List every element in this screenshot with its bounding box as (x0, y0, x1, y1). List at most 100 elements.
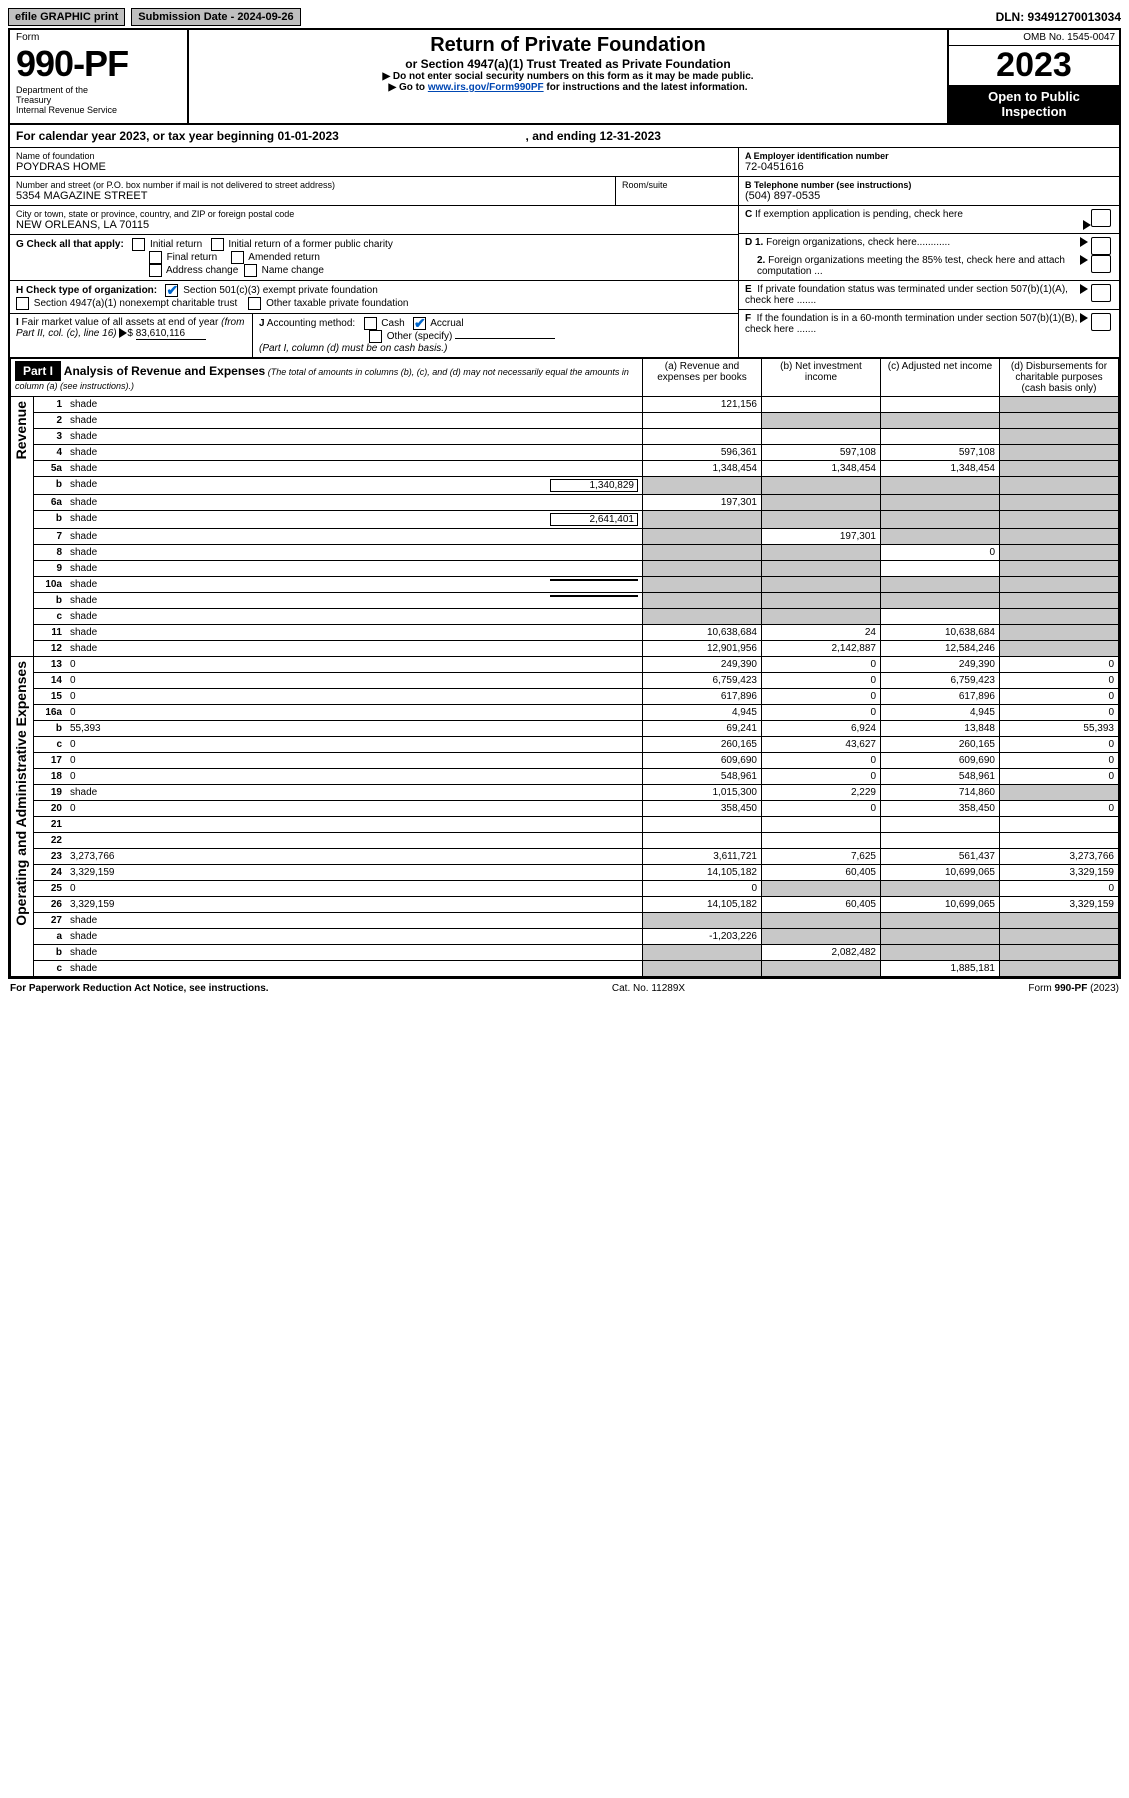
cell-a (643, 833, 762, 849)
cell-a (643, 477, 762, 495)
chk-final[interactable] (149, 251, 162, 264)
efile-button[interactable]: efile GRAPHIC print (8, 8, 125, 26)
cell-c: 12,584,246 (881, 641, 1000, 657)
part1-bar: Part I (15, 361, 61, 381)
name-cell: Name of foundation POYDRAS HOME (10, 148, 738, 177)
cell-a (643, 945, 762, 961)
chk-amended[interactable] (231, 251, 244, 264)
table-row: 243,329,15914,105,18260,40510,699,0653,3… (11, 865, 1119, 881)
col-d-header: (d) Disbursements for charitable purpose… (1000, 358, 1119, 397)
cell-d: 0 (1000, 673, 1119, 689)
chk-501c3[interactable] (165, 284, 178, 297)
line-desc: 3,329,159 (66, 865, 643, 881)
cell-d: 0 (1000, 801, 1119, 817)
cell-c: 1,348,454 (881, 461, 1000, 477)
chk-f[interactable] (1091, 313, 1111, 331)
cell-a (643, 961, 762, 977)
c-cell: C If exemption application is pending, c… (739, 206, 1119, 234)
cell-a (643, 593, 762, 609)
line-desc: shade (66, 641, 643, 657)
cell-a: 6,759,423 (643, 673, 762, 689)
header-left: Form 990-PF Department of theTreasuryInt… (10, 30, 189, 123)
line-number: 4 (34, 445, 67, 461)
cell-b (762, 511, 881, 529)
chk-cash[interactable] (364, 317, 377, 330)
chk-other-tax[interactable] (248, 297, 261, 310)
room-label: Room/suite (622, 180, 732, 190)
line-desc: shade (66, 529, 643, 545)
cell-d: 0 (1000, 769, 1119, 785)
line-desc: shade (66, 545, 643, 561)
chk-d2[interactable] (1091, 255, 1111, 273)
table-row: 180548,9610548,9610 (11, 769, 1119, 785)
chk-other-method[interactable] (369, 330, 382, 343)
table-row: bshade (11, 593, 1119, 609)
chk-accrual[interactable] (413, 317, 426, 330)
cell-d (1000, 577, 1119, 593)
chk-initial-former[interactable] (211, 238, 224, 251)
cell-b: 0 (762, 753, 881, 769)
line-desc: shade (66, 577, 643, 593)
cell-d (1000, 413, 1119, 429)
line-desc (66, 817, 643, 833)
line-number: 5a (34, 461, 67, 477)
chk-e[interactable] (1091, 284, 1111, 302)
cell-d: 0 (1000, 689, 1119, 705)
col-a-header: (a) Revenue and expenses per books (643, 358, 762, 397)
line-number: a (34, 929, 67, 945)
top-bar: efile GRAPHIC print Submission Date - 20… (8, 8, 1121, 26)
table-row: Revenue1shade121,156 (11, 397, 1119, 413)
cell-b: 24 (762, 625, 881, 641)
line-number: 19 (34, 785, 67, 801)
line-number: 21 (34, 817, 67, 833)
cell-c: 4,945 (881, 705, 1000, 721)
chk-c[interactable] (1091, 209, 1111, 227)
footer: For Paperwork Reduction Act Notice, see … (8, 979, 1121, 998)
line-number: c (34, 961, 67, 977)
cell-b (762, 929, 881, 945)
cell-a (643, 609, 762, 625)
cell-b: 197,301 (762, 529, 881, 545)
chk-4947[interactable] (16, 297, 29, 310)
cell-b: 2,082,482 (762, 945, 881, 961)
chk-initial[interactable] (132, 238, 145, 251)
d-cell: D 1. Foreign organizations, check here..… (739, 234, 1119, 281)
table-row: 22 (11, 833, 1119, 849)
cell-d (1000, 461, 1119, 477)
cell-b (762, 817, 881, 833)
cal-begin: 01-01-2023 (277, 129, 338, 143)
g-opt-2: Final return (167, 252, 218, 263)
instr-link[interactable]: www.irs.gov/Form990PF (428, 82, 544, 93)
cell-b: 60,405 (762, 865, 881, 881)
cell-c: 13,848 (881, 721, 1000, 737)
chk-addr-change[interactable] (149, 264, 162, 277)
foundation-name: POYDRAS HOME (16, 161, 732, 173)
cell-c: 714,860 (881, 785, 1000, 801)
line-number: 7 (34, 529, 67, 545)
phone-value: (504) 897-0535 (745, 190, 1113, 202)
line-number: 18 (34, 769, 67, 785)
cell-c: 1,885,181 (881, 961, 1000, 977)
cell-a (643, 913, 762, 929)
line-number: 24 (34, 865, 67, 881)
cell-d: 3,329,159 (1000, 897, 1119, 913)
cell-c (881, 429, 1000, 445)
j-other: Other (specify) (387, 331, 453, 342)
a-cell: A Employer identification number 72-0451… (739, 148, 1119, 177)
city-label: City or town, state or province, country… (16, 209, 732, 219)
cell-a: 358,450 (643, 801, 762, 817)
table-row: 4shade596,361597,108597,108 (11, 445, 1119, 461)
table-row: 6ashade197,301 (11, 495, 1119, 511)
calendar-row: For calendar year 2023, or tax year begi… (10, 125, 1119, 148)
cell-b (762, 545, 881, 561)
chk-name-change[interactable] (244, 264, 257, 277)
line-number: 8 (34, 545, 67, 561)
submission-button[interactable]: Submission Date - 2024-09-26 (131, 8, 300, 26)
cell-c: 10,638,684 (881, 625, 1000, 641)
cell-b (762, 577, 881, 593)
h-opt-2: Other taxable private foundation (266, 298, 408, 309)
cell-a: 12,901,956 (643, 641, 762, 657)
cell-b: 0 (762, 657, 881, 673)
cell-b (762, 609, 881, 625)
chk-d1[interactable] (1091, 237, 1111, 255)
